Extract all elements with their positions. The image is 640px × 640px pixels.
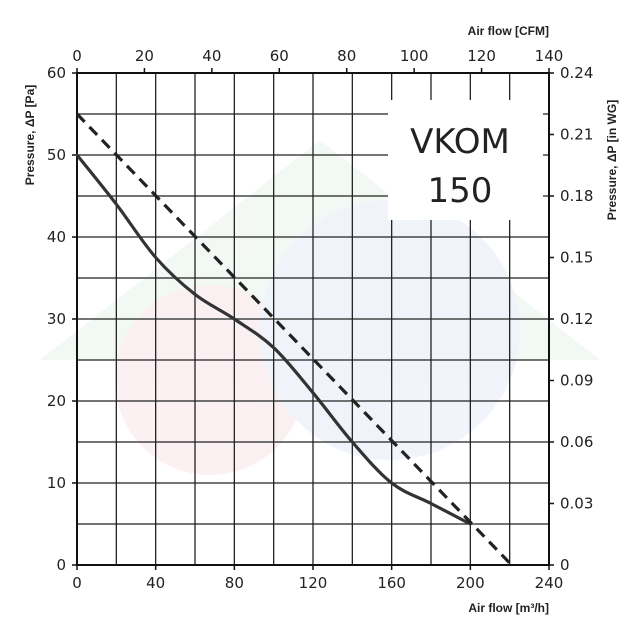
- tick-label-bottom: 200: [456, 574, 485, 592]
- tick-label-left: 50: [47, 146, 66, 164]
- series-line-solid: [75, 153, 472, 526]
- tick-label-bottom: 80: [225, 574, 244, 592]
- tick-label-top: 80: [337, 47, 356, 65]
- tick-label-bottom: 240: [535, 574, 564, 592]
- tick-label-right: 0.24: [560, 64, 593, 82]
- tick-label-left: 0: [56, 556, 66, 574]
- series-layer: [75, 112, 513, 567]
- bottom-axis-title: Air flow [m³/h]: [468, 601, 549, 615]
- tick-label-right: 0.06: [560, 433, 593, 451]
- tick-label-left: 40: [47, 228, 66, 246]
- tick-label-bottom: 120: [299, 574, 328, 592]
- tick-label-top: 0: [72, 47, 82, 65]
- tick-label-bottom: 40: [146, 574, 165, 592]
- tick-label-top: 140: [535, 47, 564, 65]
- model-label-box: VKOM 150: [388, 100, 543, 220]
- tick-label-right: 0.12: [560, 310, 593, 328]
- model-label-line-1: VKOM: [410, 122, 510, 162]
- right-axis-title: Pressure, ΔP [in WG]: [605, 100, 619, 220]
- model-label-line-2: 150: [428, 171, 493, 211]
- tick-label-top: 20: [135, 47, 154, 65]
- tick-label-left: 10: [47, 474, 66, 492]
- tick-label-left: 60: [47, 64, 66, 82]
- top-axis-title: Air flow [CFM]: [468, 24, 549, 38]
- tick-label-top: 60: [270, 47, 289, 65]
- tick-label-top: 100: [400, 47, 429, 65]
- tick-label-right: 0.09: [560, 372, 593, 390]
- tick-label-right: 0.18: [560, 187, 593, 205]
- tick-label-left: 30: [47, 310, 66, 328]
- tick-label-right: 0.03: [560, 495, 593, 513]
- tick-label-right: 0: [560, 556, 570, 574]
- tick-label-left: 20: [47, 392, 66, 410]
- tick-label-bottom: 0: [72, 574, 82, 592]
- series-line-dashed: [75, 112, 513, 567]
- watermark-logo: [40, 140, 600, 475]
- tick-label-right: 0.15: [560, 249, 593, 267]
- tick-label-top: 120: [467, 47, 496, 65]
- tick-label-bottom: 160: [377, 574, 406, 592]
- left-axis-title: Pressure, ΔP [Pa]: [23, 85, 37, 185]
- tick-label-right: 0.21: [560, 126, 593, 144]
- tick-label-top: 40: [202, 47, 221, 65]
